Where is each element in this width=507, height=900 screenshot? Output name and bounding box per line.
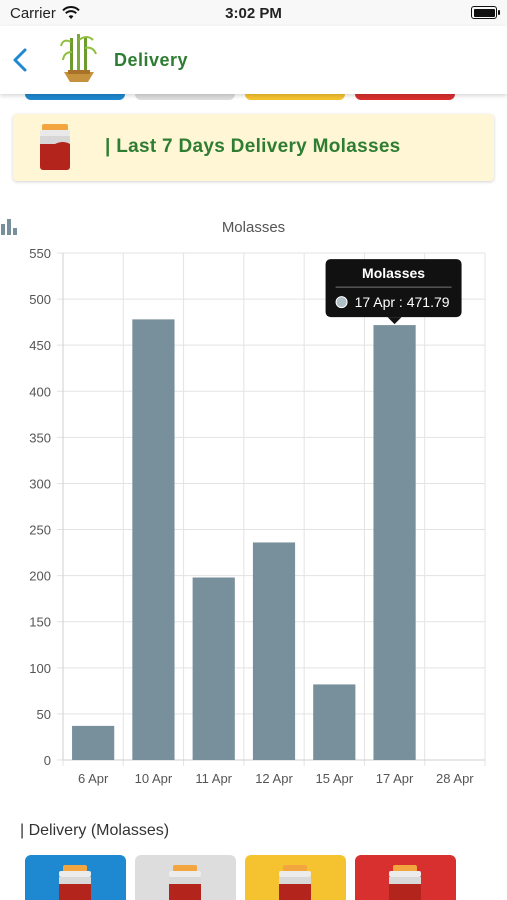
molasses-jar-icon bbox=[389, 865, 421, 900]
banner-title: | Last 7 Days Delivery Molasses bbox=[105, 136, 401, 157]
tooltip-arrow bbox=[387, 317, 402, 325]
y-tick-label: 400 bbox=[29, 384, 51, 399]
x-tick-label: 12 Apr bbox=[255, 771, 293, 786]
y-tick-label: 100 bbox=[29, 661, 51, 676]
tooltip-swatch bbox=[335, 296, 348, 309]
section-banner: | Last 7 Days Delivery Molasses bbox=[13, 114, 494, 181]
y-tick-label: 550 bbox=[29, 246, 51, 261]
x-tick-label: 17 Apr bbox=[376, 771, 414, 786]
y-tick-label: 50 bbox=[37, 707, 51, 722]
x-tick-label: 10 Apr bbox=[135, 771, 173, 786]
molasses-jar-icon bbox=[59, 865, 91, 900]
bar-12-apr bbox=[252, 542, 296, 760]
bar-10-apr bbox=[132, 319, 175, 760]
bar-chart: Molasses 0 50 100 150 200 250 300 350 400 450 500 5… bbox=[0, 205, 507, 805]
delivery-card-red[interactable] bbox=[355, 855, 456, 900]
y-tick-label: 500 bbox=[29, 292, 51, 307]
delivery-cards bbox=[0, 855, 507, 900]
sugarcane-logo-icon bbox=[60, 34, 97, 82]
chart-title-text: Molasses bbox=[221, 219, 286, 236]
bar-11-apr bbox=[192, 577, 235, 760]
y-tick-label: 150 bbox=[29, 615, 51, 630]
tooltip-box bbox=[325, 259, 462, 318]
section-label: | Delivery (Molasses) bbox=[20, 822, 170, 839]
nav-bar: Delivery bbox=[0, 26, 507, 94]
y-tick-label: 200 bbox=[29, 569, 51, 584]
delivery-card-grey[interactable] bbox=[135, 855, 236, 900]
tooltip-title: Molasses bbox=[362, 265, 425, 281]
delivery-card-yellow[interactable] bbox=[245, 855, 346, 900]
y-tick-label: 0 bbox=[44, 753, 51, 768]
status-bar: Carrier 3:02 PM bbox=[0, 0, 507, 26]
x-tick-label: 6 Apr bbox=[78, 771, 109, 786]
bar-chart-icon bbox=[1, 219, 17, 235]
x-tick-label: 28 Apr bbox=[436, 771, 474, 786]
chart-title: Molasses bbox=[0, 219, 507, 236]
delivery-card-blue[interactable] bbox=[25, 855, 126, 900]
chevron-left-icon[interactable] bbox=[10, 46, 30, 74]
y-tick-label: 350 bbox=[29, 430, 51, 445]
page-title: Delivery bbox=[114, 50, 189, 70]
chart-canvas: 0 50 100 150 200 250 300 350 400 450 500 550 6 Apr 10… bbox=[29, 246, 486, 786]
molasses-jar-icon bbox=[40, 124, 70, 170]
bar-17-apr bbox=[373, 325, 416, 760]
x-tick-label: 11 Apr bbox=[195, 771, 232, 786]
bar-15-apr bbox=[313, 684, 356, 760]
y-tick-label: 250 bbox=[29, 523, 51, 538]
x-tick-label: 15 Apr bbox=[315, 771, 353, 786]
wifi-icon bbox=[62, 6, 80, 19]
y-tick-label: 450 bbox=[29, 338, 51, 353]
molasses-jar-icon bbox=[169, 865, 201, 900]
molasses-jar-icon bbox=[279, 865, 311, 900]
bar-6-apr bbox=[72, 725, 115, 760]
battery-icon bbox=[471, 6, 500, 19]
clock: 3:02 PM bbox=[225, 5, 282, 22]
carrier-label: Carrier bbox=[10, 5, 56, 22]
y-tick-label: 300 bbox=[29, 476, 51, 491]
tooltip-text: 17 Apr : 471.79 bbox=[355, 294, 450, 310]
